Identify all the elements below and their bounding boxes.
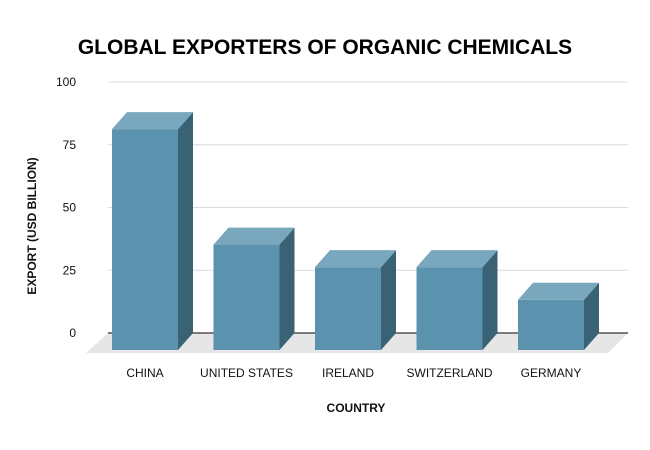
bar-front bbox=[112, 129, 178, 350]
x-tick-label: IRELAND bbox=[322, 366, 374, 380]
y-axis-title: EXPORT (USD BILLION) bbox=[25, 157, 39, 294]
bar bbox=[518, 282, 599, 350]
bar-side bbox=[279, 227, 295, 350]
bar-front bbox=[416, 267, 483, 350]
bar bbox=[416, 250, 498, 350]
bar-side bbox=[584, 282, 599, 350]
bar-top bbox=[315, 250, 396, 268]
bar-top bbox=[416, 250, 498, 268]
y-tick-label: 25 bbox=[63, 263, 77, 277]
chart-title: GLOBAL EXPORTERS OF ORGANIC CHEMICALS bbox=[78, 36, 572, 59]
y-tick-label: 50 bbox=[63, 201, 77, 215]
bar-top bbox=[213, 227, 295, 245]
bar-front bbox=[518, 299, 584, 350]
y-tick-label: 0 bbox=[69, 326, 76, 340]
x-tick-label: SWITZERLAND bbox=[406, 366, 492, 380]
bar bbox=[315, 250, 396, 350]
x-tick-label: GERMANY bbox=[521, 366, 582, 380]
x-tick-label: CHINA bbox=[126, 366, 163, 380]
bar-side bbox=[482, 250, 498, 350]
y-tick-label: 100 bbox=[56, 75, 76, 89]
bars bbox=[112, 112, 599, 351]
x-axis-title: COUNTRY bbox=[327, 401, 386, 415]
bar-front bbox=[315, 267, 381, 350]
y-axis-ticks: 0 25 50 75 100 bbox=[56, 75, 76, 340]
bar bbox=[112, 112, 193, 351]
bar-top bbox=[518, 282, 599, 300]
bar bbox=[213, 227, 295, 350]
x-axis-ticks: CHINA UNITED STATES IRELAND SWITZERLAND GERM… bbox=[126, 366, 581, 380]
bar-top bbox=[112, 112, 193, 130]
y-tick-label: 75 bbox=[63, 138, 77, 152]
x-tick-label: UNITED STATES bbox=[200, 366, 293, 380]
bar-side bbox=[381, 250, 396, 350]
bar-side bbox=[178, 112, 193, 351]
bar-front bbox=[213, 244, 280, 350]
